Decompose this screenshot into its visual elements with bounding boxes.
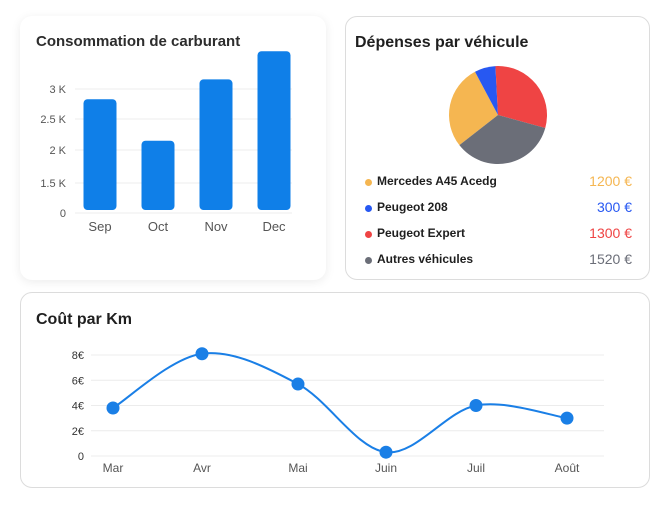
bar	[199, 79, 233, 211]
legend-label: Mercedes A45 Acedg	[377, 174, 497, 188]
fuel-consumption-title: Consommation de carburant	[36, 33, 241, 50]
x-tick-label: Août	[555, 461, 580, 475]
legend-amount: 1300 €	[589, 225, 632, 241]
legend-amount: 1520 €	[589, 251, 632, 267]
pie-slices	[449, 66, 547, 164]
pie-slice	[449, 71, 498, 146]
data-point	[469, 399, 483, 412]
data-point	[106, 401, 120, 415]
legend-label: Peugeot 208	[377, 200, 448, 214]
bar	[83, 99, 117, 210]
legend-dot-icon	[365, 257, 372, 264]
x-tick-label: Dec	[262, 219, 286, 234]
bar	[257, 51, 291, 211]
pie-slice	[495, 66, 547, 128]
series-line	[112, 352, 568, 454]
expenses-pie-chart	[449, 66, 547, 164]
x-tick-label: Nov	[204, 219, 228, 234]
x-tick-label: Mar	[103, 461, 124, 475]
y-tick-label: 1.5 K	[40, 178, 66, 190]
x-tick-label: Juin	[375, 461, 397, 475]
y-tick-label: 8€	[72, 350, 84, 362]
legend-dot-icon	[365, 179, 372, 186]
bar	[141, 140, 175, 210]
y-tick-label: 0	[60, 208, 66, 220]
expenses-by-vehicle-title: Dépenses par véhicule	[355, 34, 529, 51]
legend-dot-icon	[365, 231, 372, 238]
cost-per-km-title: Coût par Km	[36, 311, 132, 328]
pie-slice	[474, 66, 498, 115]
fuel-consumption-chart: 0 1.5 K 2 K 2.5 K 3 K Sep Oct Nov Dec	[40, 51, 292, 234]
legend-item: Mercedes A45 Acedg 1200 €	[364, 173, 632, 200]
data-point	[560, 411, 574, 425]
legend-amount: 300 €	[596, 199, 632, 215]
legend-item: Peugeot 208 300 €	[364, 199, 632, 226]
legend-item: Peugeot Expert 1300 €	[364, 225, 632, 252]
y-tick-label: 2 K	[49, 145, 66, 157]
x-tick-label: Mai	[288, 461, 307, 475]
expenses-by-vehicle-card: Dépenses par véhicule Mercedes A45 Acedg…	[345, 16, 650, 280]
data-point	[379, 445, 393, 459]
y-tick-label: 6€	[72, 375, 84, 387]
legend-amount: 1200 €	[589, 173, 632, 189]
cost-per-km-chart: 0 2€ 4€ 6€ 8€ Mar Avr Mai Juin Juil Août	[72, 347, 604, 475]
y-tick-label: 2.5 K	[40, 114, 66, 126]
data-point	[195, 347, 209, 361]
x-tick-label: Oct	[148, 219, 169, 234]
legend-label: Autres véhicules	[377, 252, 474, 266]
x-tick-label: Avr	[193, 461, 211, 475]
legend-label: Peugeot Expert	[377, 226, 466, 240]
data-point	[291, 377, 305, 391]
legend-item: Autres véhicules 1520 €	[364, 251, 632, 278]
y-tick-label: 2€	[72, 426, 84, 438]
y-tick-label: 0	[78, 451, 84, 463]
expenses-legend: Mercedes A45 Acedg 1200 € Peugeot 208 300 €…	[364, 173, 632, 278]
y-tick-label: 3 K	[49, 84, 66, 96]
pie-slice	[459, 115, 546, 164]
legend-dot-icon	[365, 205, 372, 212]
x-tick-label: Sep	[88, 219, 111, 234]
cost-per-km-card: Coût par Km 0 2€ 4€ 6€ 8€ Mar Avr Mai Juin Juil Ao…	[20, 292, 650, 488]
y-tick-label: 4€	[72, 401, 84, 413]
fuel-consumption-card: Consommation de carburant 0 1.5 K 2 K 2.5 K…	[20, 16, 326, 280]
x-tick-label: Juil	[467, 461, 485, 475]
